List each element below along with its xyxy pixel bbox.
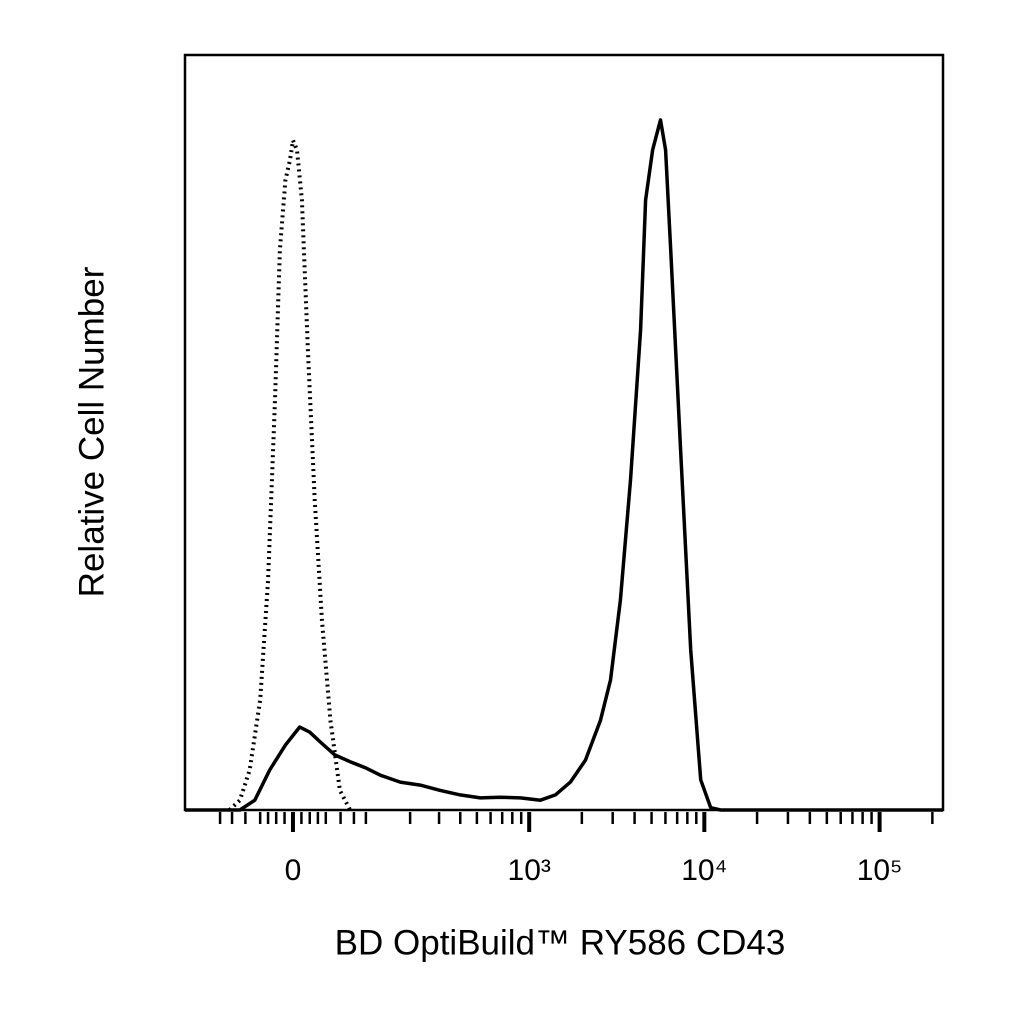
x-tick-label: 10⁵ xyxy=(857,854,903,887)
x-tick-label: 0 xyxy=(285,854,302,887)
histogram-curve xyxy=(185,118,943,812)
histogram-curve xyxy=(228,138,352,812)
x-tick-label: 10⁴ xyxy=(681,854,727,887)
y-axis-label: Relative Cell Number xyxy=(72,266,111,597)
x-axis-label: BD OptiBuild™ RY586 CD43 xyxy=(335,923,786,962)
x-tick-label: 10³ xyxy=(508,854,551,887)
plot-frame xyxy=(183,53,945,812)
